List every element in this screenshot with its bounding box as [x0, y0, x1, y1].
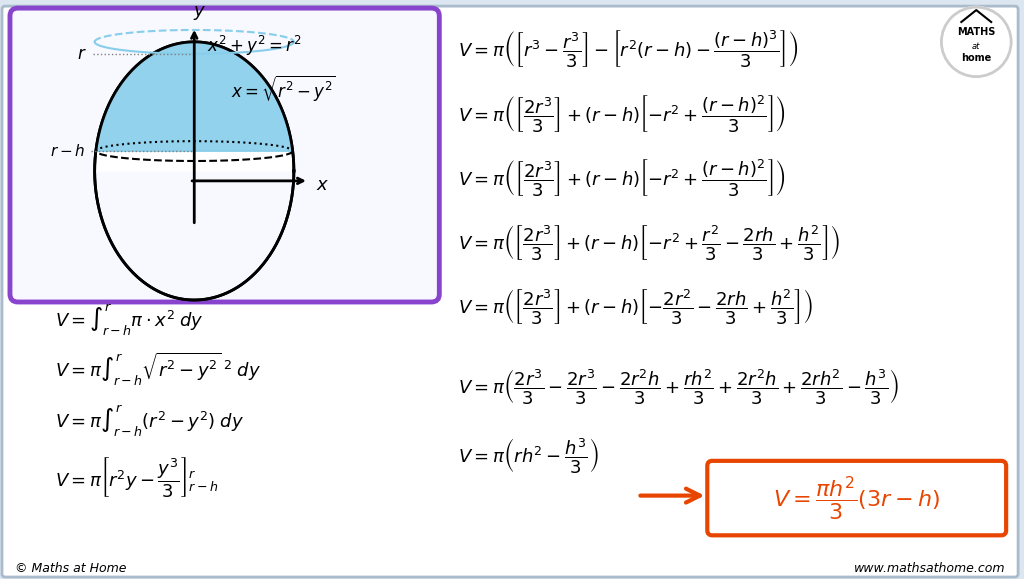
Text: MATHS: MATHS	[957, 27, 995, 37]
FancyBboxPatch shape	[708, 461, 1007, 536]
Text: $x^2 + y^2 = r^2$: $x^2 + y^2 = r^2$	[207, 34, 301, 58]
Text: $x = \sqrt{r^2 - y^2}$: $x = \sqrt{r^2 - y^2}$	[231, 74, 337, 104]
Text: $V = \pi \left( \left[ \dfrac{2r^3}{3} \right] + (r-h) \left[ -\dfrac{2r^2}{3} -: $V = \pi \left( \left[ \dfrac{2r^3}{3} \…	[459, 287, 813, 327]
Text: $V = \pi \left( \left[ \dfrac{2r^3}{3} \right] + (r-h) \left[ -r^2 + \dfrac{r^2}: $V = \pi \left( \left[ \dfrac{2r^3}{3} \…	[459, 223, 841, 262]
Text: $V = \pi \left( \dfrac{2r^3}{3} - \dfrac{2r^3}{3} - \dfrac{2r^2 h}{3} + \dfrac{r: $V = \pi \left( \dfrac{2r^3}{3} - \dfrac…	[459, 367, 899, 406]
Text: $V = \pi \left( \left[ \dfrac{2r^3}{3} \right] + (r-h) \left[ -r^2 + \dfrac{(r-h: $V = \pi \left( \left[ \dfrac{2r^3}{3} \…	[459, 157, 786, 199]
Text: $y$: $y$	[193, 4, 206, 22]
Text: at: at	[972, 42, 980, 52]
Text: $V = \pi \int_{r-h}^{r} \sqrt{r^2 - y^2}^{\;2} \; dy$: $V = \pi \int_{r-h}^{r} \sqrt{r^2 - y^2}…	[55, 351, 261, 388]
Polygon shape	[96, 42, 293, 151]
Text: home: home	[962, 53, 991, 63]
Text: www.mathsathome.com: www.mathsathome.com	[854, 562, 1006, 574]
Text: $V = \pi \left[ r^2 y - \dfrac{y^3}{3} \right]_{r-h}^{r}$: $V = \pi \left[ r^2 y - \dfrac{y^3}{3} \…	[55, 455, 218, 499]
FancyBboxPatch shape	[2, 6, 1018, 577]
Text: $V = \pi \int_{r-h}^{r} (r^2 - y^2) \; dy$: $V = \pi \int_{r-h}^{r} (r^2 - y^2) \; d…	[55, 404, 244, 439]
Text: © Maths at Home: © Maths at Home	[15, 562, 126, 574]
Text: $V = \pi \left( rh^2 - \dfrac{h^3}{3} \right)$: $V = \pi \left( rh^2 - \dfrac{h^3}{3} \r…	[459, 437, 599, 475]
Text: $r$: $r$	[77, 45, 87, 63]
Text: $r - h$: $r - h$	[50, 143, 86, 159]
Text: $V = \int_{r-h}^{r} \pi \cdot x^2 \; dy$: $V = \int_{r-h}^{r} \pi \cdot x^2 \; dy$	[55, 302, 204, 338]
Polygon shape	[94, 42, 294, 171]
Circle shape	[941, 7, 1011, 76]
FancyBboxPatch shape	[10, 8, 439, 302]
Text: $V = \pi \left( \left[ r^3 - \dfrac{r^3}{3} \right] - \left[ r^2(r-h) - \dfrac{(: $V = \pi \left( \left[ r^3 - \dfrac{r^3}…	[459, 28, 799, 69]
Text: $V = \pi \left( \left[ \dfrac{2r^3}{3} \right] + (r-h) \left[ -r^2 + \dfrac{(r-h: $V = \pi \left( \left[ \dfrac{2r^3}{3} \…	[459, 93, 786, 134]
Text: $x$: $x$	[315, 176, 329, 194]
Text: $V = \dfrac{\pi h^2}{3}(3r - h)$: $V = \dfrac{\pi h^2}{3}(3r - h)$	[773, 475, 940, 523]
